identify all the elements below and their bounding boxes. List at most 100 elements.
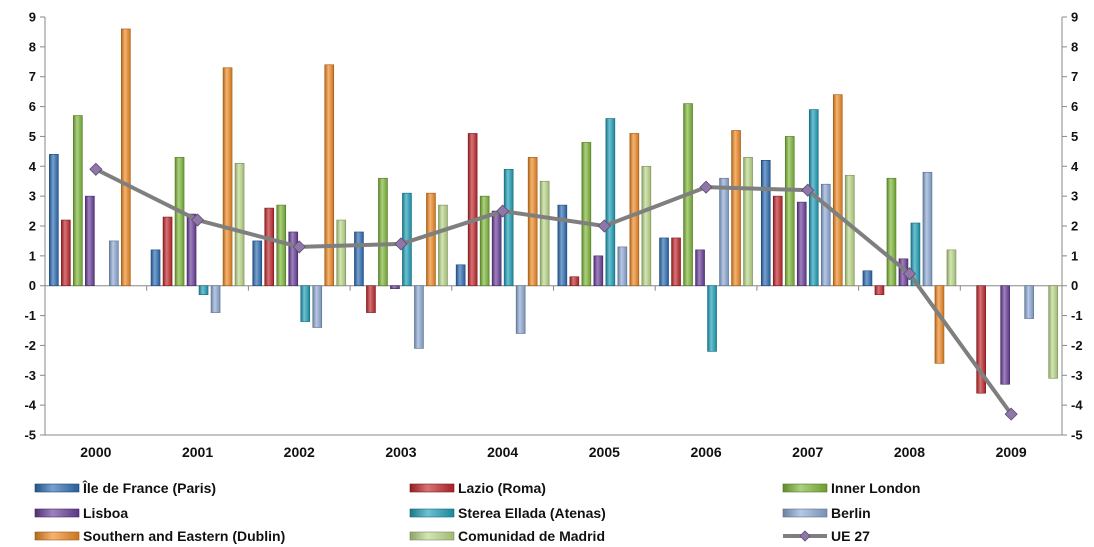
legend-swatch (410, 484, 454, 492)
bar-le-de-france-paris-2001 (151, 250, 160, 286)
bar-lisboa-2002 (289, 232, 298, 286)
y-tick-label-right: 4 (1071, 159, 1079, 174)
legend-item: UE 27 (783, 528, 870, 544)
y-tick-label-right: 9 (1071, 10, 1078, 25)
bar-berlin-2002 (313, 286, 322, 328)
y-tick-label-right: -5 (1071, 428, 1083, 443)
bar-sterea-ellada-atenas-2004 (504, 169, 513, 285)
y-tick-label-left: 2 (29, 219, 36, 234)
bar-comunidad-de-madrid-2002 (337, 220, 346, 286)
bar-lazio-roma-2002 (265, 208, 274, 286)
bar-sterea-ellada-atenas-2005 (606, 119, 615, 286)
legend-item: Inner London (783, 480, 920, 496)
y-tick-label-right: -4 (1071, 398, 1083, 413)
bar-lisboa-2005 (594, 256, 603, 286)
bar-comunidad-de-madrid-2006 (744, 157, 753, 285)
y-tick-label-right: 6 (1071, 99, 1078, 114)
y-tick-label-right: 8 (1071, 39, 1078, 54)
bar-lisboa-2001 (187, 214, 196, 286)
legend-marker (800, 531, 810, 541)
bar-southern-and-eastern-dublin-2003 (426, 193, 435, 286)
legend-swatch (35, 484, 79, 492)
bar-lisboa-2003 (390, 286, 399, 289)
bar-sterea-ellada-atenas-2006 (708, 286, 717, 352)
bar-le-de-france-paris-2002 (253, 241, 262, 286)
y-tick-label-left: -2 (24, 338, 36, 353)
legend: Île de France (Paris) Lazio (Roma) Inner L… (35, 479, 920, 544)
legend-swatch (35, 509, 79, 517)
bar-berlin-2000 (109, 241, 118, 286)
y-tick-label-right: 0 (1071, 278, 1078, 293)
x-tick-label: 2001 (182, 444, 213, 460)
y-tick-label-right: 5 (1071, 129, 1078, 144)
bar-southern-and-eastern-dublin-2007 (833, 95, 842, 286)
bar-inner-london-2004 (480, 196, 489, 286)
legend-label: Inner London (831, 480, 920, 496)
y-tick-label-right: -3 (1071, 368, 1083, 383)
bar-inner-london-2007 (785, 136, 794, 285)
bar-inner-london-2001 (175, 157, 184, 285)
legend-item: Comunidad de Madrid (410, 528, 605, 544)
legend-item: Lisboa (35, 505, 128, 521)
y-tick-label-left: -4 (24, 398, 36, 413)
bar-le-de-france-paris-2003 (354, 232, 363, 286)
bar-inner-london-2000 (73, 116, 82, 286)
bar-southern-and-eastern-dublin-2000 (121, 29, 130, 286)
bar-comunidad-de-madrid-2009 (1049, 286, 1058, 379)
legend-item: Berlin (783, 505, 871, 521)
bar-sterea-ellada-atenas-2002 (301, 286, 310, 322)
x-tick-label: 2007 (792, 444, 823, 460)
bar-sterea-ellada-atenas-2001 (199, 286, 208, 295)
legend-label: Comunidad de Madrid (458, 528, 605, 544)
x-tick-label: 2008 (894, 444, 925, 460)
y-tick-label-right: -2 (1071, 338, 1083, 353)
bar-berlin-2005 (618, 247, 627, 286)
x-tick-label: 2002 (284, 444, 315, 460)
legend-label: Southern and Eastern (Dublin) (83, 528, 285, 544)
x-tick-label: 2004 (487, 444, 518, 460)
y-tick-label-left: 7 (29, 69, 36, 84)
bars (49, 29, 1057, 393)
bar-inner-london-2003 (378, 178, 387, 285)
y-tick-label-left: 0 (29, 278, 36, 293)
bar-southern-and-eastern-dublin-2004 (528, 157, 537, 285)
bar-lazio-roma-2000 (61, 220, 70, 286)
y-tick-label-right: 7 (1071, 69, 1078, 84)
y-tick-label-left: -1 (24, 308, 36, 323)
y-tick-label-right: 2 (1071, 219, 1078, 234)
bar-le-de-france-paris-2004 (456, 265, 465, 286)
x-tick-label: 2000 (80, 444, 111, 460)
y-tick-label-left: 8 (29, 39, 36, 54)
bar-le-de-france-paris-2007 (761, 160, 770, 285)
legend-label: Lazio (Roma) (458, 480, 546, 496)
bar-berlin-2007 (821, 184, 830, 286)
bar-lisboa-2000 (85, 196, 94, 286)
bar-lazio-roma-2008 (875, 286, 884, 295)
legend-swatch (783, 509, 827, 517)
bar-comunidad-de-madrid-2003 (438, 205, 447, 286)
bar-lazio-roma-2004 (468, 133, 477, 285)
x-tick-label: 2003 (385, 444, 416, 460)
legend-item: Lazio (Roma) (410, 480, 546, 496)
y-tick-label-right: 3 (1071, 189, 1078, 204)
y-tick-label-left: 9 (29, 10, 36, 25)
bar-le-de-france-paris-2000 (49, 154, 58, 285)
bar-southern-and-eastern-dublin-2008 (935, 286, 944, 364)
bar-inner-london-2008 (887, 178, 896, 285)
x-tick-label: 2006 (690, 444, 721, 460)
bar-lazio-roma-2003 (366, 286, 375, 313)
bar-lisboa-2004 (492, 211, 501, 286)
legend-label: Berlin (831, 505, 871, 521)
ue27-point-2006 (700, 181, 712, 193)
y-tick-label-left: 3 (29, 189, 36, 204)
legend-swatch (35, 532, 79, 540)
y-tick-label-left: -3 (24, 368, 36, 383)
bar-lisboa-2007 (797, 202, 806, 286)
bar-southern-and-eastern-dublin-2005 (630, 133, 639, 285)
bar-comunidad-de-madrid-2004 (540, 181, 549, 286)
y-tick-label-right: -1 (1071, 308, 1083, 323)
bar-lazio-roma-2005 (570, 277, 579, 286)
legend-label: Sterea Ellada (Atenas) (458, 505, 606, 521)
